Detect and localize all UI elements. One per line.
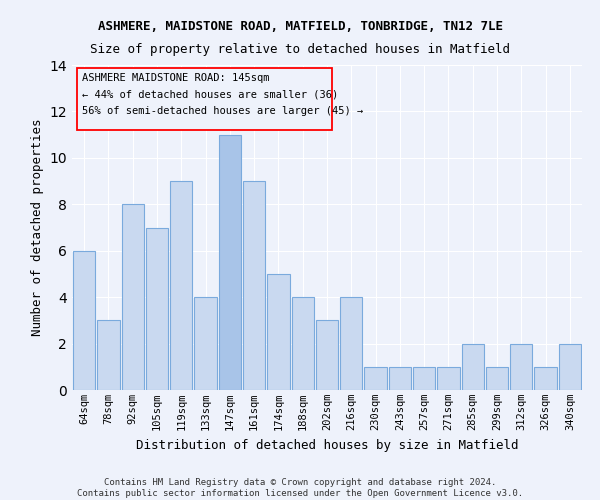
Bar: [559, 344, 581, 390]
Bar: [486, 367, 508, 390]
Text: ← 44% of detached houses are smaller (36): ← 44% of detached houses are smaller (36…: [82, 90, 338, 100]
Bar: [146, 228, 168, 390]
Text: Contains HM Land Registry data © Crown copyright and database right 2024.
Contai: Contains HM Land Registry data © Crown c…: [77, 478, 523, 498]
Bar: [267, 274, 290, 390]
Y-axis label: Number of detached properties: Number of detached properties: [31, 118, 44, 336]
Bar: [243, 181, 265, 390]
Bar: [218, 134, 241, 390]
FancyBboxPatch shape: [77, 68, 332, 130]
Bar: [316, 320, 338, 390]
Bar: [170, 181, 193, 390]
Text: 56% of semi-detached houses are larger (45) →: 56% of semi-detached houses are larger (…: [82, 106, 364, 116]
Bar: [413, 367, 436, 390]
Text: ASHMERE, MAIDSTONE ROAD, MATFIELD, TONBRIDGE, TN12 7LE: ASHMERE, MAIDSTONE ROAD, MATFIELD, TONBR…: [97, 20, 503, 33]
Bar: [340, 297, 362, 390]
X-axis label: Distribution of detached houses by size in Matfield: Distribution of detached houses by size …: [136, 438, 518, 452]
Bar: [73, 250, 95, 390]
Bar: [194, 297, 217, 390]
Bar: [461, 344, 484, 390]
Bar: [510, 344, 532, 390]
Text: ASHMERE MAIDSTONE ROAD: 145sqm: ASHMERE MAIDSTONE ROAD: 145sqm: [82, 73, 270, 83]
Bar: [389, 367, 411, 390]
Text: Size of property relative to detached houses in Matfield: Size of property relative to detached ho…: [90, 42, 510, 56]
Bar: [364, 367, 387, 390]
Bar: [122, 204, 144, 390]
Bar: [97, 320, 119, 390]
Bar: [535, 367, 557, 390]
Bar: [292, 297, 314, 390]
Bar: [437, 367, 460, 390]
